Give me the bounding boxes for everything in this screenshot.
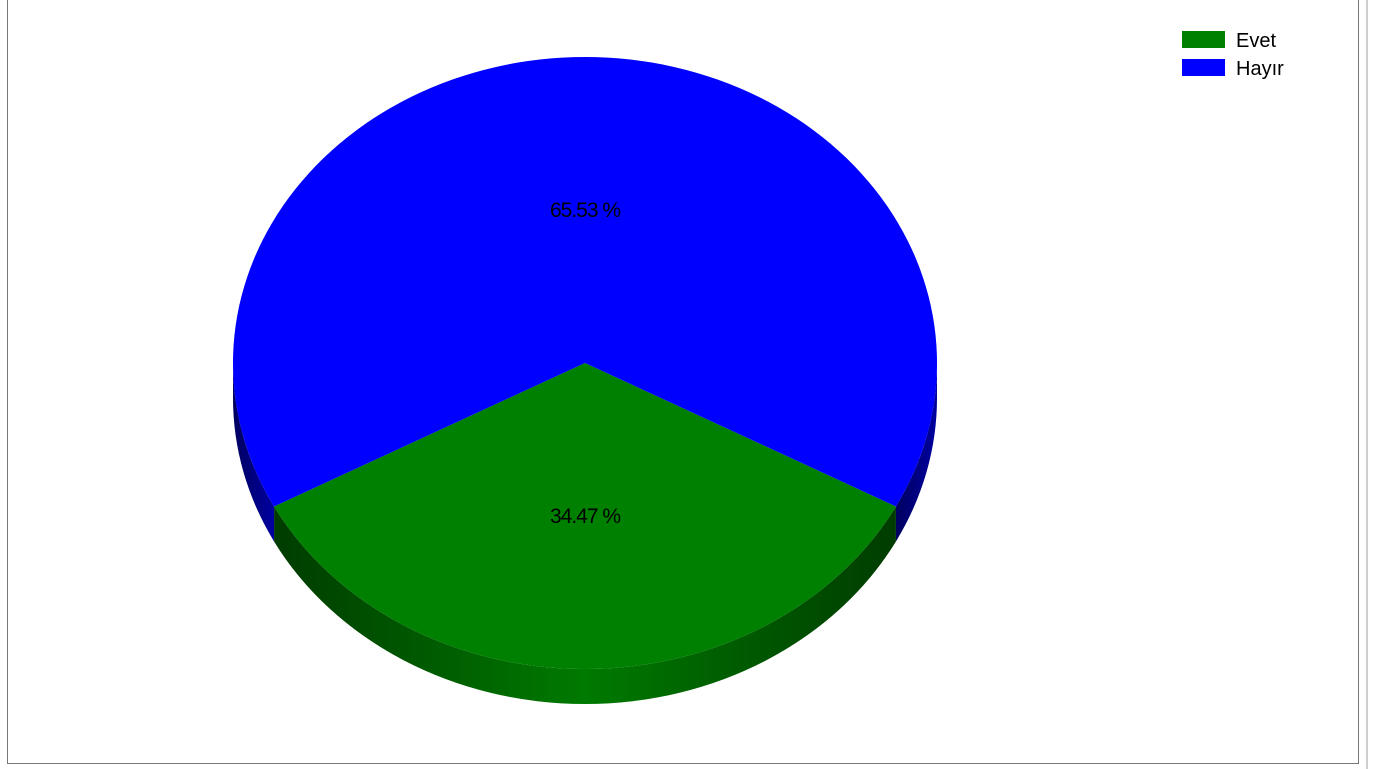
pie-slice-evet[interactable] <box>274 363 896 669</box>
pie-side-hay-r-0 <box>233 363 275 542</box>
pie-top-layer <box>233 57 938 669</box>
pie-slice-hay-r[interactable] <box>233 57 938 507</box>
legend-label-evet: Evet <box>1236 30 1276 52</box>
legend-swatch-evet <box>1182 31 1225 48</box>
window-edge <box>1366 0 1368 769</box>
pie-labels-layer: 34.47 % 65.53 % <box>550 199 621 528</box>
pie-side-evet-0 <box>274 506 896 705</box>
legend: Evet Hayır <box>1182 30 1284 80</box>
legend-swatch-hayir <box>1182 59 1225 76</box>
pie-side-hay-r-1 <box>895 363 937 542</box>
pie-label-evet: 34.47 % <box>550 505 620 528</box>
pie-label-hay-r: 65.53 % <box>550 199 620 222</box>
pie-depth-layer <box>233 363 937 705</box>
legend-label-hayir: Hayır <box>1236 58 1284 80</box>
